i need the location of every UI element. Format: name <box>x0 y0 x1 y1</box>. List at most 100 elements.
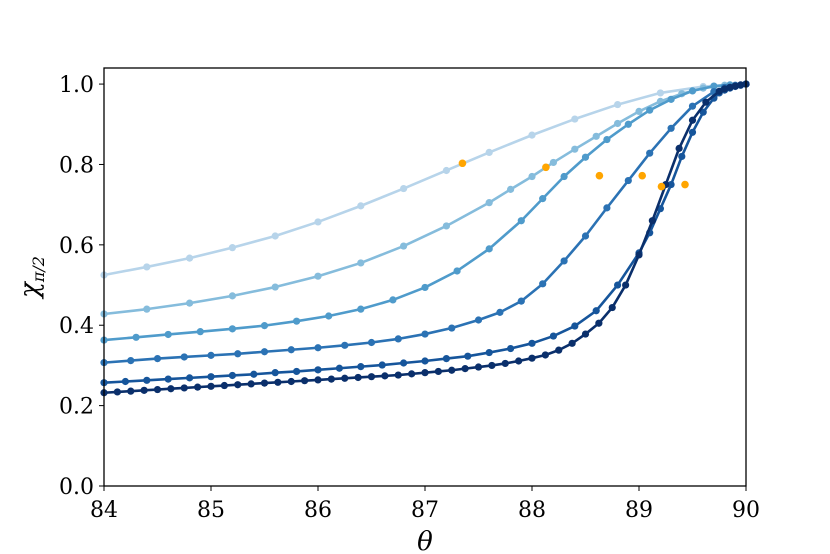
data-point <box>143 305 151 313</box>
data-point <box>448 366 456 374</box>
data-point <box>293 317 301 325</box>
data-point <box>132 333 140 341</box>
data-point <box>327 375 335 383</box>
data-point <box>421 357 429 365</box>
data-point <box>180 384 188 392</box>
series-5 <box>100 80 750 387</box>
y-tick-label: 0.4 <box>59 314 94 339</box>
data-point <box>367 338 376 347</box>
data-point <box>247 380 255 388</box>
data-point <box>555 346 563 354</box>
data-point <box>528 354 536 362</box>
data-point <box>228 292 236 300</box>
data-point <box>614 100 622 109</box>
data-point <box>314 272 322 280</box>
x-tick-label: 90 <box>732 498 760 523</box>
data-point <box>675 144 683 152</box>
data-point <box>357 202 365 210</box>
x-axis-label: θ <box>417 527 433 554</box>
data-point <box>143 263 151 271</box>
x-tick-label: 85 <box>197 498 225 523</box>
data-point <box>325 312 333 320</box>
data-point <box>421 330 429 338</box>
data-point <box>515 357 523 365</box>
data-point <box>461 365 469 373</box>
data-point <box>614 281 622 289</box>
data-point <box>528 339 536 347</box>
data-point <box>389 296 397 304</box>
data-point <box>560 257 568 265</box>
data-point <box>408 370 416 378</box>
data-point <box>501 359 509 368</box>
data-point <box>528 131 536 139</box>
series-group <box>100 80 750 397</box>
data-point <box>667 124 675 132</box>
data-point <box>140 386 148 394</box>
data-point <box>507 185 515 193</box>
data-point <box>646 149 654 157</box>
data-point <box>581 330 590 338</box>
data-point <box>549 332 558 340</box>
data-point <box>421 283 429 292</box>
data-point <box>699 108 707 116</box>
data-point <box>474 316 483 324</box>
data-point <box>624 176 632 185</box>
data-point <box>341 374 349 382</box>
data-point <box>539 280 547 288</box>
data-point <box>301 377 309 385</box>
data-point <box>220 381 228 390</box>
data-point <box>207 382 215 390</box>
highlight-point <box>681 180 689 189</box>
data-point <box>507 344 515 353</box>
data-point <box>608 303 616 312</box>
data-point <box>614 119 622 128</box>
data-point <box>271 232 279 240</box>
x-tick-label: 86 <box>304 498 332 523</box>
data-point <box>688 87 697 95</box>
data-point <box>271 369 279 377</box>
data-point <box>164 330 172 339</box>
data-point <box>603 135 611 144</box>
data-point <box>260 348 269 356</box>
data-point <box>143 376 151 384</box>
ticks-group: 84 85 86 87 88 89 90 0.0 0.2 0.4 0.6 0.8 1.0 <box>59 73 760 523</box>
data-point <box>180 353 188 361</box>
data-point <box>688 128 697 136</box>
data-point <box>517 297 525 305</box>
data-point <box>656 89 665 97</box>
data-point <box>314 344 322 352</box>
y-tick-label: 0.2 <box>59 395 94 420</box>
data-point <box>646 106 654 114</box>
data-point <box>357 259 365 267</box>
highlight-point <box>458 159 467 168</box>
y-tick-label: 1.0 <box>59 73 94 98</box>
data-point <box>354 373 362 382</box>
data-point <box>678 152 686 161</box>
data-point <box>442 354 450 363</box>
data-point <box>357 363 365 371</box>
data-point <box>153 385 162 394</box>
series-6 <box>100 80 750 397</box>
data-point <box>592 132 600 140</box>
data-point <box>314 376 322 384</box>
data-point <box>560 172 568 181</box>
data-point <box>367 373 376 381</box>
data-point <box>496 308 504 316</box>
data-point <box>635 107 643 116</box>
data-point <box>442 166 450 175</box>
data-point <box>635 251 643 259</box>
data-point <box>603 204 611 212</box>
data-point <box>228 371 236 380</box>
data-point <box>314 366 322 374</box>
data-point <box>228 325 236 333</box>
data-point <box>568 339 576 347</box>
data-point <box>464 352 472 360</box>
data-point <box>274 378 282 386</box>
data-point <box>400 184 408 193</box>
data-point <box>571 145 579 153</box>
data-point <box>250 370 258 378</box>
data-point <box>571 322 579 330</box>
data-point <box>196 328 204 336</box>
data-point <box>648 217 656 225</box>
